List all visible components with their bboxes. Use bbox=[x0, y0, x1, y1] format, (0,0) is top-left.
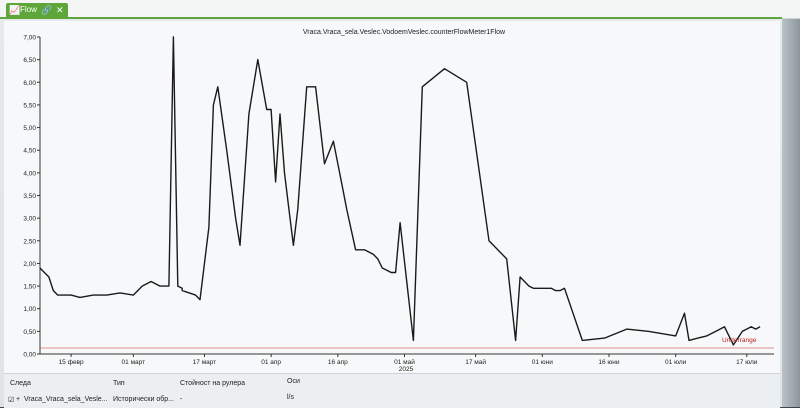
x-tick-label: 01 март bbox=[122, 359, 146, 366]
y-tick-label: 5,00 bbox=[23, 125, 36, 132]
tab-underline bbox=[0, 17, 782, 19]
y-tick-label: 5,50 bbox=[23, 102, 36, 109]
y-tick-label: 1,50 bbox=[23, 284, 36, 291]
y-tick-label: 6,50 bbox=[23, 57, 36, 64]
col-header-trace: Следа bbox=[10, 380, 31, 387]
y-tick-label: 0,00 bbox=[23, 352, 36, 359]
row-checkbox[interactable]: ☑ bbox=[8, 397, 15, 404]
tab-flow[interactable]: 📈 Flow 🔗 ✕ bbox=[6, 3, 68, 17]
x-tick-label: 16 юни bbox=[598, 359, 620, 366]
y-tick-label: 1,00 bbox=[23, 306, 36, 313]
y-tick-label: 0,50 bbox=[23, 329, 36, 336]
y-tick-label: 2,50 bbox=[23, 238, 36, 245]
x-axis-year: 2025 bbox=[399, 366, 414, 373]
x-tick-label: 16 апр bbox=[328, 359, 348, 366]
trace-table: Следа Тип Стойност на рулера Оси ☑ + Vra… bbox=[4, 373, 780, 408]
x-tick-label: 01 юни bbox=[532, 359, 554, 366]
col-header-type: Тип bbox=[113, 380, 125, 387]
table-row-trace-name[interactable]: Vraca_Vraca_sela_Vesle... bbox=[24, 396, 108, 403]
y-tick-label: 4,00 bbox=[23, 170, 36, 177]
underrange-annotation: Underrange bbox=[722, 337, 757, 344]
chart-icon: 📈 bbox=[9, 5, 21, 15]
series-line-flow bbox=[39, 36, 761, 346]
x-tick-label: 01 юли bbox=[665, 359, 687, 366]
monitor-bezel-right bbox=[782, 0, 800, 407]
x-tick-label: 17 май bbox=[465, 358, 486, 366]
col-header-ruler-value: Стойност на рулера bbox=[180, 380, 246, 387]
x-tick-label: 15 февр bbox=[59, 359, 84, 366]
chart-panel: Vraca.Vraca_sela.Veslec.VodoemVeslec.cou… bbox=[4, 21, 780, 373]
x-tick-label: 17 юли bbox=[736, 359, 758, 366]
y-tick-label: 7,00 bbox=[23, 35, 36, 42]
close-icon[interactable]: ✕ bbox=[56, 5, 64, 15]
chart-title: Vraca.Vraca_sela.Veslec.VodoemVeslec.cou… bbox=[303, 29, 506, 36]
link-icon[interactable]: 🔗 bbox=[41, 5, 53, 15]
y-tick-label: 3,50 bbox=[23, 193, 36, 200]
tab-flow-label: Flow bbox=[20, 5, 37, 14]
x-tick-label: 01 май bbox=[394, 358, 415, 366]
y-tick-label: 6,00 bbox=[23, 80, 36, 87]
table-row-axis: l/s bbox=[287, 394, 294, 401]
row-expand-icon[interactable]: + bbox=[16, 396, 21, 403]
x-tick-label: 17 март bbox=[193, 359, 217, 366]
table-row-type: Исторически обр... bbox=[113, 396, 174, 403]
y-tick-label: 3,00 bbox=[23, 216, 36, 223]
y-tick-label: 2,00 bbox=[23, 261, 36, 268]
col-header-axes: Оси bbox=[287, 378, 300, 385]
y-tick-label: 4,50 bbox=[23, 148, 36, 155]
table-row-ruler-value: - bbox=[180, 396, 183, 403]
x-tick-label: 01 апр bbox=[261, 359, 281, 366]
flow-chart: Vraca.Vraca_sela.Veslec.VodoemVeslec.cou… bbox=[23, 29, 774, 373]
